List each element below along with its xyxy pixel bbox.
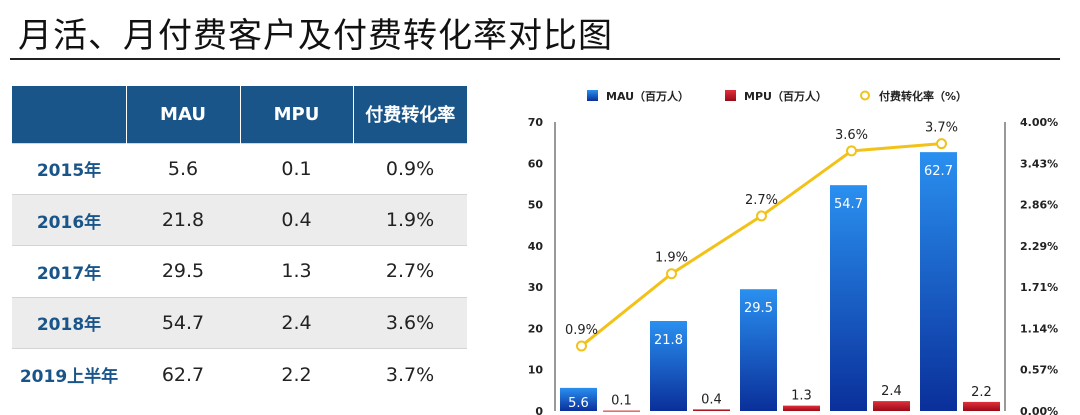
table-row: 2016年 21.8 0.4 1.9% [12, 193, 467, 246]
rate-point [936, 138, 947, 150]
bar-mau [740, 289, 777, 411]
table-cell-mau: 29.5 [126, 245, 240, 298]
table-header-cell [12, 86, 127, 143]
y2-axis-tick: 0.57% [1020, 364, 1058, 377]
table-header-mpu: MPU [240, 86, 354, 143]
y2-axis-tick: 0.00% [1020, 405, 1058, 415]
table-row: 2017年 29.5 1.3 2.7% [12, 245, 467, 298]
bar-label-mau: 54.7 [834, 197, 863, 212]
table-row-label: 2015年 [12, 142, 126, 195]
y-axis-tick: 0 [535, 405, 543, 415]
y-axis-tick: 70 [528, 116, 544, 129]
table-cell-mpu: 2.2 [240, 348, 353, 400]
bar-label-mau: 62.7 [924, 164, 953, 179]
table-cell-rate: 2.7% [353, 245, 467, 298]
table-header-row: MAU MPU 付费转化率 [12, 86, 467, 143]
legend-swatch-mau [587, 90, 598, 101]
rate-point [666, 268, 677, 280]
table-cell-mau: 54.7 [126, 296, 240, 349]
y-axis-tick: 40 [528, 240, 544, 253]
table-cell-mau: 62.7 [126, 348, 240, 400]
rate-point [576, 340, 587, 352]
legend-marker-rate [860, 90, 870, 101]
table-cell-mpu: 1.3 [240, 245, 353, 298]
legend-label: MAU（百万人） [606, 89, 689, 103]
y2-axis-tick: 2.86% [1020, 199, 1058, 212]
bar-label-mpu: 2.4 [881, 384, 902, 399]
bar-mpu [603, 410, 640, 412]
bar-mpu [873, 401, 910, 411]
bar-mpu [783, 405, 820, 411]
rate-label: 3.6% [835, 128, 868, 143]
bar-label-mpu: 0.4 [701, 392, 722, 407]
table-row: 2018年 54.7 2.4 3.6% [12, 296, 467, 349]
table-row-label: 2017年 [12, 245, 126, 298]
bar-label-mpu: 1.3 [791, 389, 812, 404]
y2-axis-tick: 3.43% [1020, 157, 1058, 170]
y2-axis-tick: 4.00% [1020, 116, 1058, 129]
data-table: MAU MPU 付费转化率 2015年 5.6 0.1 0.9% 2016年 2… [12, 86, 467, 400]
page-title: 月活、月付费客户及付费转化率对比图 [18, 16, 613, 56]
table-cell-rate: 3.7% [353, 348, 467, 400]
combo-chart: MAU（百万人） MPU（百万人） 付费转化率（%） 0 10 20 30 40 50 60 70… [528, 89, 1058, 415]
bar-mau [920, 152, 957, 411]
bar-mpu [963, 401, 1000, 411]
bar-label-mau: 29.5 [744, 301, 773, 316]
table-row: 2015年 5.6 0.1 0.9% [12, 142, 467, 195]
rate-label: 0.9% [565, 323, 598, 338]
table-cell-mau: 5.6 [126, 142, 240, 195]
y-axis-tick: 20 [528, 322, 544, 335]
table-row-label: 2018年 [12, 296, 126, 349]
bar-label-mau: 5.6 [568, 396, 589, 411]
legend-swatch-mpu [725, 90, 736, 101]
y-axis-tick: 60 [528, 157, 544, 170]
title-divider [10, 58, 1060, 60]
table-cell-mpu: 0.1 [240, 142, 353, 195]
bar-mau [830, 185, 867, 411]
table-row: 2019上半年 62.7 2.2 3.7% [12, 348, 467, 400]
legend-label: MPU（百万人） [744, 89, 827, 103]
bar-mau [560, 387, 597, 411]
y-axis-tick: 30 [528, 281, 544, 294]
y2-axis-tick: 1.14% [1020, 322, 1058, 335]
bar-mpu [693, 409, 730, 411]
table-cell-rate: 1.9% [353, 193, 467, 246]
y2-axis-tick: 1.71% [1020, 281, 1058, 294]
table-row-label: 2016年 [12, 193, 126, 246]
bar-label-mpu: 0.1 [611, 394, 632, 409]
y-axis-tick: 50 [528, 199, 544, 212]
table-header-rate: 付费转化率 [353, 86, 467, 143]
y2-axis-tick: 2.29% [1020, 240, 1058, 253]
rate-label: 2.7% [745, 193, 778, 208]
table-header-mau: MAU [126, 86, 241, 143]
table-cell-mpu: 2.4 [240, 296, 353, 349]
legend-label: 付费转化率（%） [879, 89, 967, 103]
rate-point [846, 145, 857, 157]
rate-label: 3.7% [925, 121, 958, 136]
table-row-label: 2019上半年 [12, 348, 126, 400]
table-cell-rate: 3.6% [353, 296, 467, 349]
bar-label-mpu: 2.2 [971, 385, 992, 400]
bar-label-mau: 21.8 [654, 333, 683, 348]
table-cell-mau: 21.8 [126, 193, 240, 246]
y-axis-tick: 10 [528, 364, 544, 377]
bar-mau [650, 320, 687, 411]
rate-label: 1.9% [655, 251, 688, 266]
table-cell-mpu: 0.4 [240, 193, 353, 246]
table-cell-rate: 0.9% [353, 142, 467, 195]
rate-point [756, 210, 767, 222]
